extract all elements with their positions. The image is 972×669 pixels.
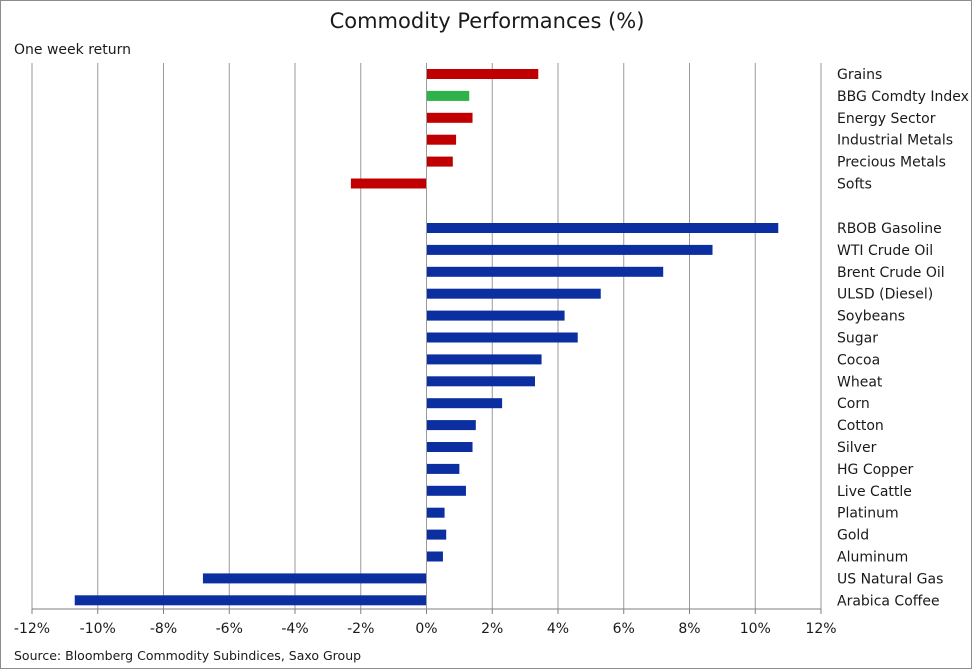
x-tick-label: 12% — [805, 621, 836, 637]
x-tick-label: -8% — [150, 621, 177, 637]
category-label: Cotton — [837, 418, 884, 434]
bar — [426, 398, 503, 409]
bar — [426, 223, 779, 233]
category-label: Sugar — [837, 331, 878, 347]
bar — [426, 244, 713, 255]
bar — [426, 376, 535, 387]
bar — [426, 463, 460, 474]
x-tick-label: 2% — [481, 621, 503, 637]
category-label: Soybeans — [837, 309, 905, 325]
source-note: Source: Bloomberg Commodity Subindices, … — [14, 648, 362, 663]
bar — [74, 595, 427, 606]
bar — [426, 529, 447, 540]
chart-subtitle: One week return — [14, 42, 131, 58]
x-tick-label: 6% — [613, 621, 635, 637]
x-tick-label: -10% — [80, 621, 116, 637]
category-label: Gold — [837, 528, 869, 544]
category-label: Arabica Coffee — [837, 593, 940, 609]
bar — [426, 112, 473, 123]
category-label: WTI Crude Oil — [837, 243, 933, 259]
bar — [426, 551, 443, 562]
x-tick-label: -6% — [216, 621, 243, 637]
category-label: Softs — [837, 177, 872, 193]
bar — [426, 442, 473, 452]
x-tick-label: 0% — [415, 621, 437, 637]
category-label: Platinum — [837, 506, 899, 522]
x-tick-label: -12% — [14, 621, 50, 637]
category-label: Cocoa — [837, 352, 880, 368]
category-label: Precious Metals — [837, 155, 946, 171]
bar — [426, 69, 539, 79]
x-tick-label: -4% — [281, 621, 308, 637]
category-label: US Natural Gas — [837, 571, 943, 587]
category-label: ULSD (Diesel) — [837, 287, 933, 303]
category-label: Wheat — [837, 374, 883, 390]
bar — [426, 90, 470, 101]
bar — [426, 310, 565, 321]
bar — [426, 288, 601, 299]
bar — [426, 485, 466, 496]
category-label: Live Cattle — [837, 484, 912, 500]
bar — [426, 354, 542, 365]
bar — [426, 420, 476, 431]
bar — [426, 266, 664, 277]
bar — [426, 332, 578, 343]
category-label: Aluminum — [837, 550, 908, 566]
x-tick-label: -2% — [347, 621, 374, 637]
category-label: Energy Sector — [837, 111, 936, 127]
bar — [426, 507, 445, 518]
category-label: Grains — [837, 67, 882, 83]
x-tick-label: 8% — [678, 621, 700, 637]
category-label: RBOB Gasoline — [837, 221, 942, 237]
category-label: Silver — [837, 440, 877, 456]
category-label: Industrial Metals — [837, 133, 953, 149]
category-label: Brent Crude Oil — [837, 265, 945, 281]
x-tick-label: 4% — [547, 621, 569, 637]
bar — [426, 156, 453, 167]
bar — [426, 134, 457, 145]
category-label: HG Copper — [837, 462, 914, 478]
bar — [202, 573, 427, 584]
category-label: Corn — [837, 396, 870, 412]
category-label: BBG Comdty Index — [837, 89, 969, 105]
chart-title: Commodity Performances (%) — [329, 9, 645, 33]
x-tick-label: 10% — [740, 621, 771, 637]
bar — [350, 178, 427, 189]
